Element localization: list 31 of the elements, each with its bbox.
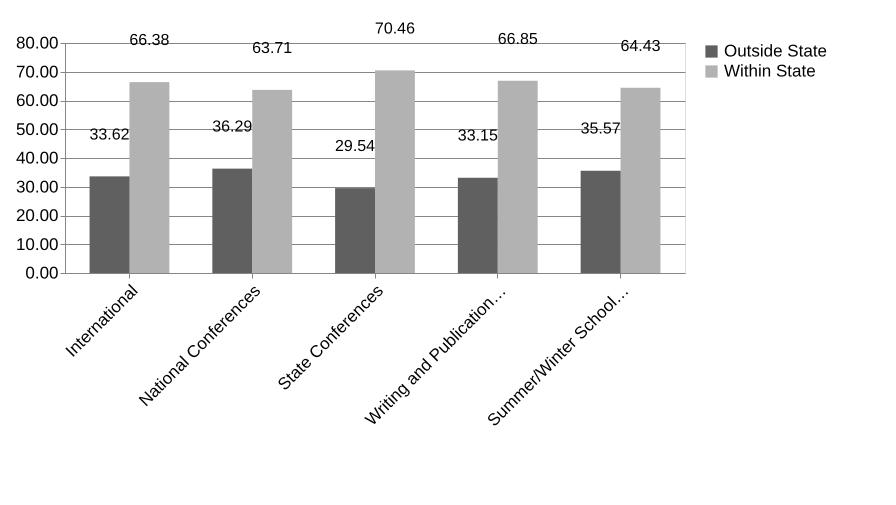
data-label: 63.71 [252, 40, 292, 57]
data-label: 70.46 [374, 20, 416, 38]
y-tick-label: 50.00 [16, 120, 58, 139]
y-tick-label: 60.00 [16, 91, 58, 110]
bar [375, 70, 415, 273]
data-label: 35.57 [580, 120, 621, 138]
legend-label: Outside State [724, 42, 828, 60]
data-label: 66.85 [498, 30, 538, 48]
bar [580, 170, 621, 273]
bar [252, 90, 292, 273]
bar [129, 82, 170, 273]
y-tick-label: 20.00 [16, 206, 58, 225]
data-label: 66.38 [129, 32, 170, 50]
data-label: 33.62 [89, 126, 130, 144]
y-tick-label: 10.00 [16, 234, 58, 254]
y-tick-label: 0.00 [25, 264, 58, 282]
bar [498, 80, 538, 273]
data-label: 36.29 [212, 118, 252, 136]
bar [90, 176, 130, 273]
data-label: 64.43 [620, 38, 661, 55]
y-tick-label: 80.00 [16, 34, 58, 52]
y-tick-label: 40.00 [16, 148, 58, 168]
bar [212, 168, 252, 273]
data-label: 33.15 [458, 128, 498, 145]
y-tick-label: 30.00 [16, 177, 58, 196]
data-label: 29.54 [335, 138, 376, 156]
bar [335, 188, 375, 273]
bar [620, 88, 660, 273]
bar [458, 178, 498, 273]
y-tick-label: 70.00 [16, 62, 58, 82]
legend-label: Within State [724, 62, 816, 80]
